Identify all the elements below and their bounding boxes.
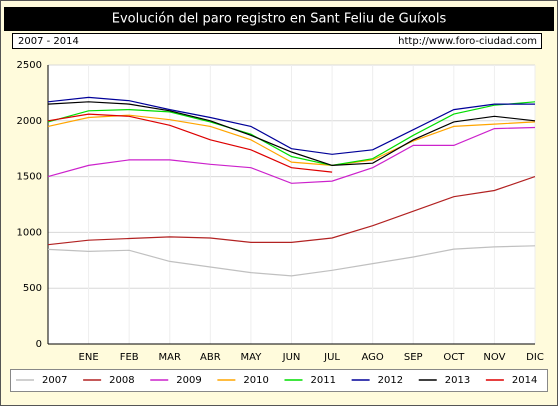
x-tick-label: MAY [241,352,263,363]
legend-label: 2008 [109,375,134,386]
legend-label: 2007 [42,375,67,386]
series-line [47,101,536,167]
y-tick-label: 1500 [17,172,42,183]
chart-title: Evolución del paro registro en Sant Feli… [112,12,447,27]
y-tick-label: 2500 [17,60,42,71]
legend [10,369,548,392]
y-tick-label: 1000 [17,227,42,238]
legend-label: 2014 [512,375,537,386]
x-tick-label: DIC [526,352,544,363]
x-tick-label: JUN [282,352,301,363]
title-bar [4,7,554,31]
y-tick-label: 500 [23,283,42,294]
series-line [47,101,536,167]
legend-label: 2009 [176,375,201,386]
series-line [47,114,536,167]
x-tick-label: OCT [443,352,465,363]
x-tick-label: NOV [483,352,505,363]
legend-label: 2011 [311,375,336,386]
x-tick-label: SEP [404,352,423,363]
y-tick-label: 2000 [17,116,42,127]
series-line [47,176,536,246]
legend-label: 2010 [243,375,268,386]
series-line [47,126,536,184]
x-tick-label: FEB [120,352,139,363]
legend-label: 2012 [378,375,403,386]
x-tick-label: ENE [79,352,99,363]
x-tick-label: ABR [200,352,221,363]
x-tick-label: JUL [323,352,340,363]
series-line [47,113,333,173]
y-tick-label: 0 [36,339,42,350]
series-line [47,245,536,277]
x-tick-label: AGO [362,352,384,363]
source: http://www.foro-ciudad.com [398,36,537,47]
subtitle: 2007 - 2014 [18,36,79,47]
x-tick-label: MAR [159,352,181,363]
legend-label: 2013 [445,375,470,386]
subtitle-box [12,33,542,49]
series-line [47,96,535,155]
